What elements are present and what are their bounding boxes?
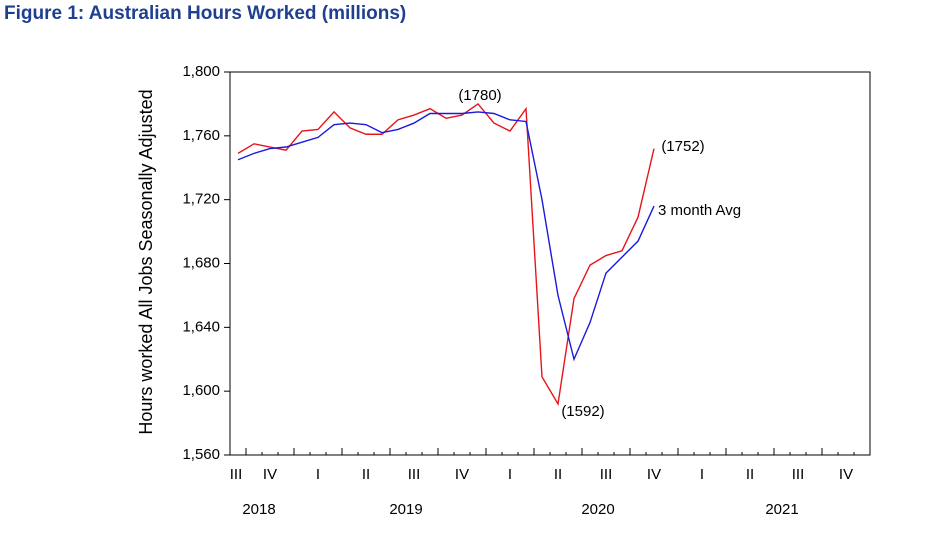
y-tick-label: 1,680 xyxy=(182,254,220,271)
x-tick-label: III xyxy=(408,466,421,483)
x-tick-label: IV xyxy=(647,466,661,483)
series-label: 3 month Avg xyxy=(658,202,741,219)
x-tick-label: I xyxy=(700,466,704,483)
x-tick-label: I xyxy=(508,466,512,483)
y-tick-label: 1,600 xyxy=(182,382,220,399)
annotation: (1780) xyxy=(458,87,501,104)
year-label: 2019 xyxy=(389,501,422,518)
year-label: 2020 xyxy=(581,501,614,518)
plot-frame xyxy=(229,71,871,456)
y-tick-label: 1,720 xyxy=(182,191,220,208)
x-tick-label: II xyxy=(362,466,370,483)
y-tick-label: 1,640 xyxy=(182,318,220,335)
y-tick-label: 1,560 xyxy=(182,446,220,463)
year-label: 2018 xyxy=(242,501,275,518)
x-tick-label: IV xyxy=(455,466,469,483)
annotation: (1592) xyxy=(561,403,604,420)
x-tick-label: II xyxy=(746,466,754,483)
x-tick-label: II xyxy=(554,466,562,483)
x-tick-label: III xyxy=(792,466,805,483)
y-tick-label: 1,760 xyxy=(182,127,220,144)
chart-title: Figure 1: Australian Hours Worked (milli… xyxy=(4,3,406,24)
series-line xyxy=(237,102,655,406)
x-tick-label: III xyxy=(600,466,613,483)
x-tick-label: IV xyxy=(839,466,853,483)
series-line xyxy=(237,111,655,362)
x-tick-label: III xyxy=(230,466,243,483)
annotation: (1752) xyxy=(661,138,704,155)
x-tick-label: IV xyxy=(263,466,277,483)
y-tick-label: 1,800 xyxy=(182,63,220,80)
x-tick-label: I xyxy=(316,466,320,483)
y-axis-label: Hours worked All Jobs Seasonally Adjuste… xyxy=(136,89,156,434)
year-label: 2021 xyxy=(765,501,798,518)
